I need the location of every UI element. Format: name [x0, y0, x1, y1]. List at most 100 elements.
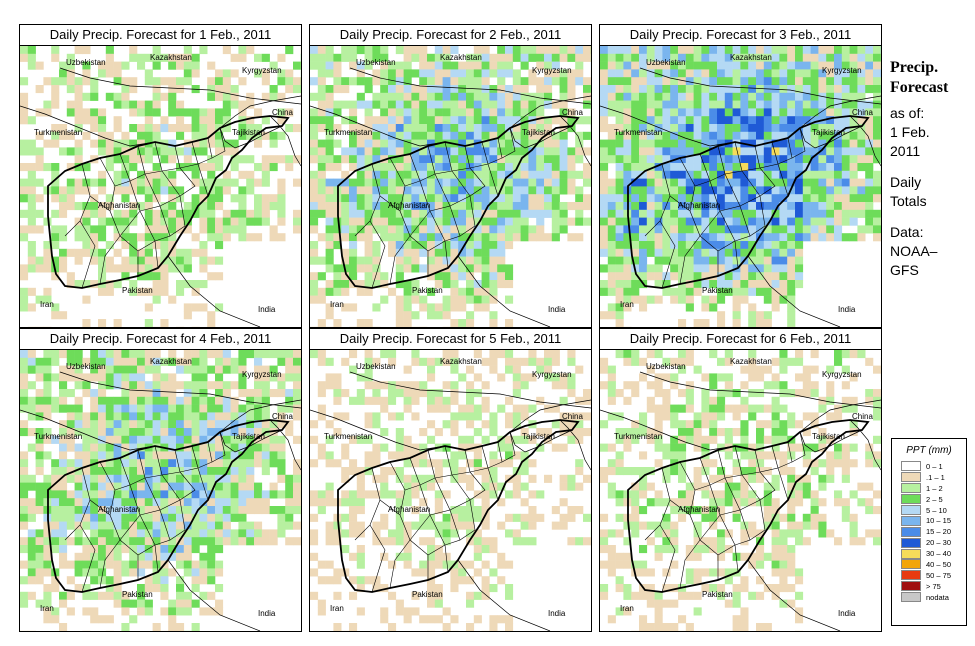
precip-cell [427, 217, 436, 226]
precip-cell [168, 147, 177, 156]
precip-cell [349, 591, 358, 600]
country-label-india: India [548, 609, 566, 618]
precip-cell [176, 280, 185, 289]
precip-cell [90, 529, 99, 538]
precip-cell [841, 163, 850, 172]
precip-cell [512, 233, 521, 242]
precip-cell [787, 420, 796, 429]
precip-cell [35, 435, 44, 444]
precip-cell [520, 53, 529, 62]
precip-cell [818, 61, 827, 70]
precip-cell [341, 186, 350, 195]
precip-cell [489, 584, 498, 593]
precip-cell [631, 186, 640, 195]
precip-cell [246, 92, 255, 101]
precip-cell [364, 209, 373, 218]
precip-cell [763, 365, 772, 374]
precip-cell [254, 459, 263, 468]
precip-cell [654, 264, 663, 273]
precip-cell [458, 131, 467, 140]
precip-cell [395, 552, 404, 561]
precip-cell [59, 61, 68, 70]
province-border [64, 163, 91, 237]
precip-cell [818, 100, 827, 109]
country-label-china: China [272, 412, 293, 421]
precip-cell [473, 209, 482, 218]
precip-cell [528, 69, 537, 78]
precip-cell [215, 521, 224, 530]
precip-cell [473, 404, 482, 413]
precip-cell [693, 77, 702, 86]
precip-cell [199, 381, 208, 390]
precip-cell [559, 178, 568, 187]
precip-cell [333, 521, 342, 530]
precip-cell [51, 584, 60, 593]
precip-cell [90, 615, 99, 624]
precip-cell [709, 124, 718, 133]
intl-border [747, 255, 841, 327]
precip-cell [505, 217, 514, 226]
precip-cell [82, 552, 91, 561]
precip-cell [701, 163, 710, 172]
precip-cell [434, 163, 443, 172]
intl-border [219, 399, 301, 433]
precip-cell [732, 287, 741, 296]
precip-cell [199, 209, 208, 218]
precip-cell [497, 233, 506, 242]
precip-cell [779, 241, 788, 250]
precip-cell [639, 209, 648, 218]
precip-cell [411, 396, 420, 405]
precip-cell [20, 178, 29, 187]
precip-cell [349, 272, 358, 281]
precip-cell [802, 85, 811, 94]
precip-cell [818, 202, 827, 211]
precip-cell [372, 241, 381, 250]
precip-cell [121, 77, 130, 86]
precip-cell [43, 591, 52, 600]
precip-cell [427, 420, 436, 429]
precip-cell [662, 225, 671, 234]
precip-cell [442, 131, 451, 140]
precip-cell [497, 116, 506, 125]
precip-cell [857, 69, 866, 78]
precip-cell [105, 576, 114, 585]
precip-cell [27, 474, 36, 483]
precip-cell [748, 241, 757, 250]
precip-cell [269, 139, 278, 148]
precip-cell [826, 451, 835, 460]
precip-cell [709, 69, 718, 78]
precip-cell [654, 420, 663, 429]
precip-cell [261, 404, 270, 413]
precip-cell [678, 389, 687, 398]
precip-cell [395, 451, 404, 460]
precip-cell [215, 194, 224, 203]
precip-cell [246, 459, 255, 468]
precip-cell [238, 467, 247, 476]
precip-cell [341, 209, 350, 218]
precip-cell [826, 225, 835, 234]
precip-cell [849, 459, 858, 468]
precip-cell [43, 537, 52, 546]
precip-cell [349, 53, 358, 62]
precip-cell [756, 147, 765, 156]
precip-cell [779, 100, 788, 109]
precip-cell [427, 615, 436, 624]
precip-cell [771, 428, 780, 437]
precip-cell [176, 264, 185, 273]
precip-cell [520, 139, 529, 148]
precip-cell [388, 108, 397, 117]
precip-cell [380, 170, 389, 179]
precip-cell [207, 319, 216, 327]
precip-cell [82, 116, 91, 125]
precip-cell [685, 170, 694, 179]
precip-cell [285, 404, 294, 413]
precip-cell [129, 77, 138, 86]
precip-cell [254, 131, 263, 140]
precip-cell [230, 474, 239, 483]
precip-cell [144, 389, 153, 398]
precip-cell [787, 474, 796, 483]
precip-cell [310, 248, 319, 257]
precip-cell [230, 357, 239, 366]
precip-cell [802, 443, 811, 452]
precip-cell [364, 435, 373, 444]
